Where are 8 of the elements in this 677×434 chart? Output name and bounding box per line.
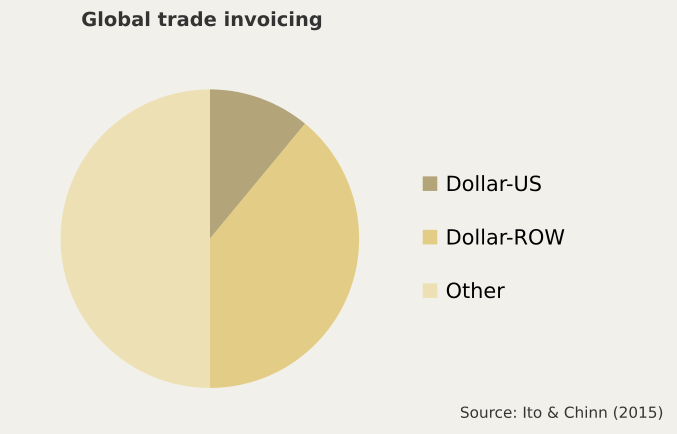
chart-title: Global trade invoicing [82,11,322,30]
pie-slice [210,89,306,239]
legend-label: Dollar-US [448,175,541,192]
legend-label: Other [446,282,505,298]
pie-slice [210,124,360,388]
legend-label: Dollar-ROW [448,228,564,245]
source-note: Source: Ito & Chinn (2015) [460,406,662,420]
pie-slice [60,89,210,388]
